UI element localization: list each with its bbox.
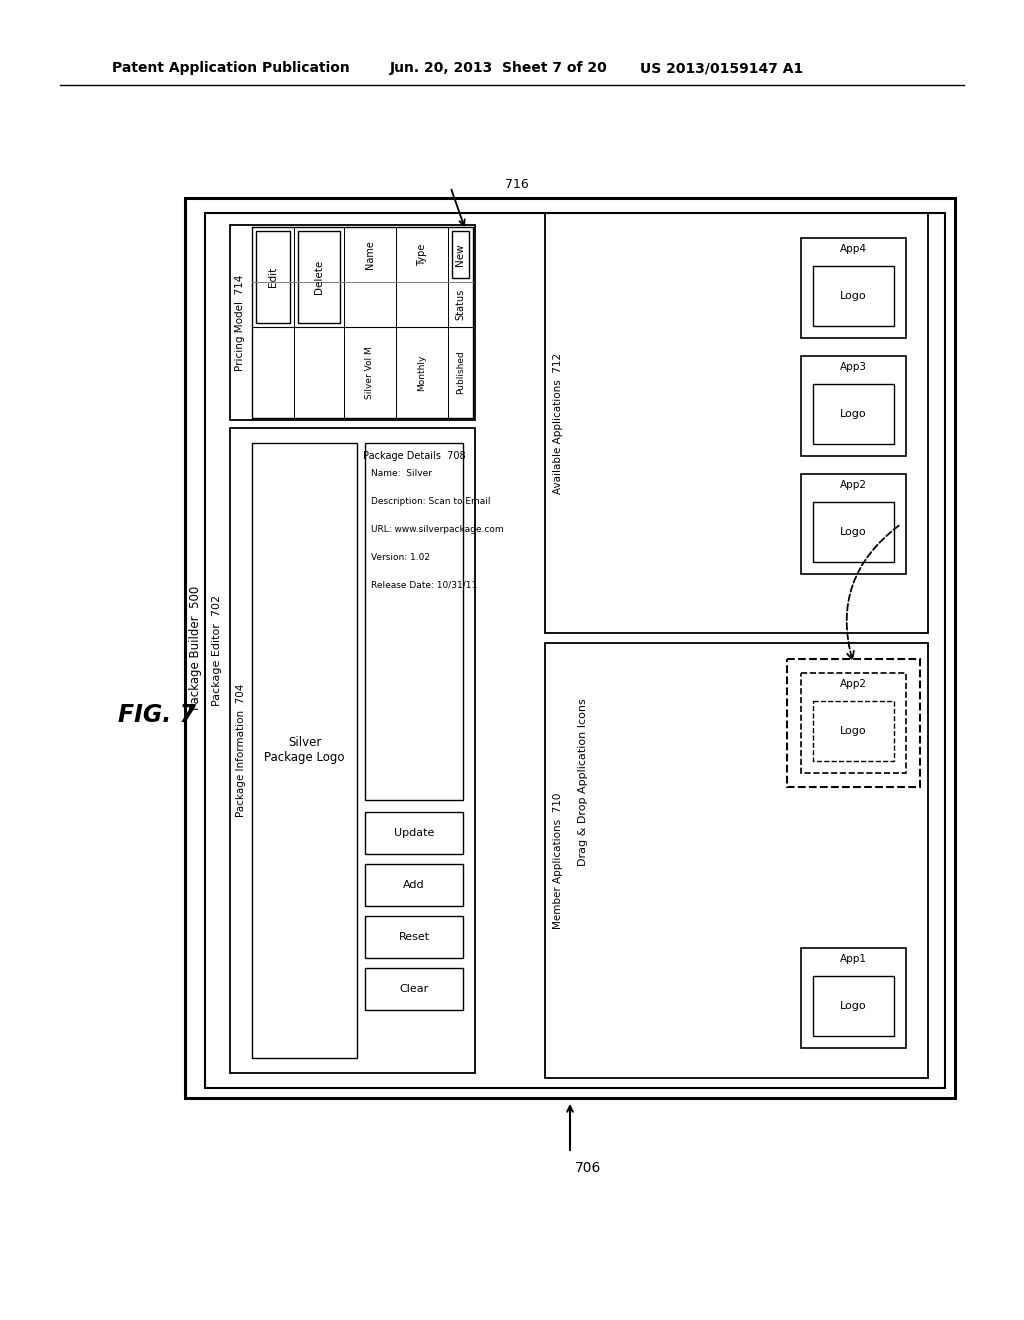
Text: Logo: Logo xyxy=(840,409,866,418)
Text: App2: App2 xyxy=(840,678,867,689)
Bar xyxy=(252,227,473,418)
Bar xyxy=(205,213,945,1088)
Text: Jun. 20, 2013  Sheet 7 of 20: Jun. 20, 2013 Sheet 7 of 20 xyxy=(390,61,608,75)
Text: Logo: Logo xyxy=(840,726,866,737)
Bar xyxy=(813,975,894,1036)
Text: Update: Update xyxy=(394,828,434,838)
Bar xyxy=(365,916,463,958)
Bar xyxy=(787,659,920,787)
Bar xyxy=(252,444,357,1059)
Text: App4: App4 xyxy=(840,244,867,253)
Bar xyxy=(365,812,463,854)
Text: 706: 706 xyxy=(575,1162,601,1175)
Bar xyxy=(256,231,290,323)
Text: Clear: Clear xyxy=(399,983,429,994)
Text: Pricing Model  714: Pricing Model 714 xyxy=(234,275,245,371)
Text: Reset: Reset xyxy=(398,932,429,941)
Text: New: New xyxy=(456,243,466,265)
Bar xyxy=(230,428,475,1073)
Bar xyxy=(813,502,894,562)
Text: Package Information  704: Package Information 704 xyxy=(236,684,246,817)
Text: Add: Add xyxy=(403,879,425,890)
Text: App3: App3 xyxy=(840,362,867,372)
Text: Logo: Logo xyxy=(840,527,866,537)
Bar xyxy=(801,356,906,455)
Text: Silver Vol M: Silver Vol M xyxy=(366,346,375,399)
Bar xyxy=(801,948,906,1048)
Text: FIG. 7: FIG. 7 xyxy=(118,704,196,727)
Text: Patent Application Publication: Patent Application Publication xyxy=(112,61,350,75)
Text: App1: App1 xyxy=(840,954,867,964)
Text: Silver
Package Logo: Silver Package Logo xyxy=(264,737,345,764)
Bar xyxy=(801,474,906,574)
Text: Package Editor  702: Package Editor 702 xyxy=(212,595,222,706)
Text: Version: 1.02: Version: 1.02 xyxy=(371,553,430,561)
Bar xyxy=(230,224,475,420)
Text: Available Applications  712: Available Applications 712 xyxy=(553,352,563,494)
Bar xyxy=(452,231,469,279)
Text: Type: Type xyxy=(417,243,427,265)
Text: App2: App2 xyxy=(840,480,867,490)
Text: Edit: Edit xyxy=(268,267,278,288)
Text: Package Builder  500: Package Builder 500 xyxy=(189,586,203,710)
Text: Release Date: 10/31/11: Release Date: 10/31/11 xyxy=(371,581,477,590)
Text: Logo: Logo xyxy=(840,290,866,301)
Bar xyxy=(801,238,906,338)
Text: Delete: Delete xyxy=(314,260,324,294)
Bar xyxy=(813,267,894,326)
Text: Logo: Logo xyxy=(840,1001,866,1011)
Text: Drag & Drop Application Icons: Drag & Drop Application Icons xyxy=(578,698,588,866)
Text: Status: Status xyxy=(456,289,466,321)
Bar xyxy=(545,643,928,1078)
Text: Published: Published xyxy=(456,351,465,395)
Bar xyxy=(813,701,894,762)
Text: Description: Scan to Email: Description: Scan to Email xyxy=(371,496,490,506)
Bar xyxy=(545,213,928,634)
Text: Package Details  708: Package Details 708 xyxy=(362,451,465,461)
Text: Monthly: Monthly xyxy=(418,354,427,391)
Text: Name:  Silver: Name: Silver xyxy=(371,469,432,478)
Text: Member Applications  710: Member Applications 710 xyxy=(553,792,563,929)
Bar xyxy=(813,384,894,444)
FancyArrowPatch shape xyxy=(847,525,899,660)
Bar xyxy=(365,444,463,800)
Bar xyxy=(365,863,463,906)
Text: Name: Name xyxy=(365,240,375,269)
Text: US 2013/0159147 A1: US 2013/0159147 A1 xyxy=(640,61,803,75)
Text: 716: 716 xyxy=(506,178,529,191)
Text: URL: www.silverpackage.com: URL: www.silverpackage.com xyxy=(371,524,504,533)
Bar xyxy=(365,968,463,1010)
Bar xyxy=(801,673,906,774)
Bar xyxy=(185,198,955,1098)
Bar xyxy=(298,231,340,323)
